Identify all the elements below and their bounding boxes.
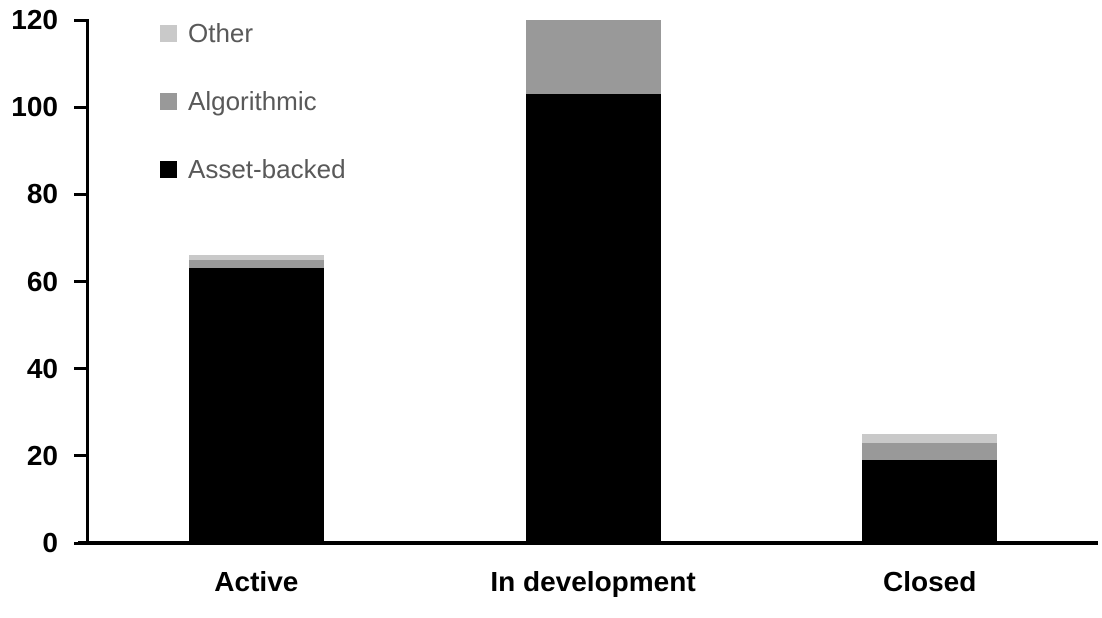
bar-segment-closed-algorithmic [862, 442, 998, 461]
legend-swatch-other [160, 24, 177, 42]
y-tick-mark [74, 280, 88, 283]
y-tick-label: 20 [26, 439, 58, 471]
y-tick-mark [74, 367, 88, 371]
x-axis-line [78, 541, 1098, 545]
bar-segment-active-asset-backed [188, 268, 324, 543]
bar-segment-active-other [188, 255, 324, 260]
bar-segment-in-development-asset-backed [525, 94, 661, 543]
legend-swatch-algorithmic [160, 92, 177, 110]
y-tick-mark [74, 454, 88, 458]
legend-item-asset-backed: Asset-backed [160, 156, 346, 182]
bar-segment-in-development-algorithmic [525, 20, 661, 95]
legend-label-other: Other [188, 18, 254, 48]
y-tick-mark [74, 105, 88, 109]
bar-segment-closed-other [862, 434, 998, 443]
legend-swatch-asset-backed [160, 160, 177, 178]
y-tick-label: 80 [26, 178, 58, 210]
legend-label-asset-backed: Asset-backed [188, 154, 346, 184]
category-label-active: Active [214, 566, 299, 597]
y-tick-mark [74, 18, 88, 22]
legend-item-other: Other [160, 20, 253, 46]
y-tick-label: 0 [42, 527, 58, 558]
y-tick-label: 100 [11, 91, 58, 123]
category-label-in-development: In development [490, 566, 696, 597]
category-label-closed: Closed [882, 566, 977, 597]
y-tick-label: 40 [26, 352, 58, 384]
y-tick-label: 120 [11, 4, 58, 35]
legend-item-algorithmic: Algorithmic [160, 88, 317, 114]
legend-label-algorithmic: Algorithmic [188, 86, 317, 116]
y-tick-label: 60 [26, 265, 58, 297]
y-tick-mark [74, 192, 88, 196]
bar-segment-closed-asset-backed [862, 460, 998, 543]
bar-segment-active-algorithmic [188, 259, 324, 269]
